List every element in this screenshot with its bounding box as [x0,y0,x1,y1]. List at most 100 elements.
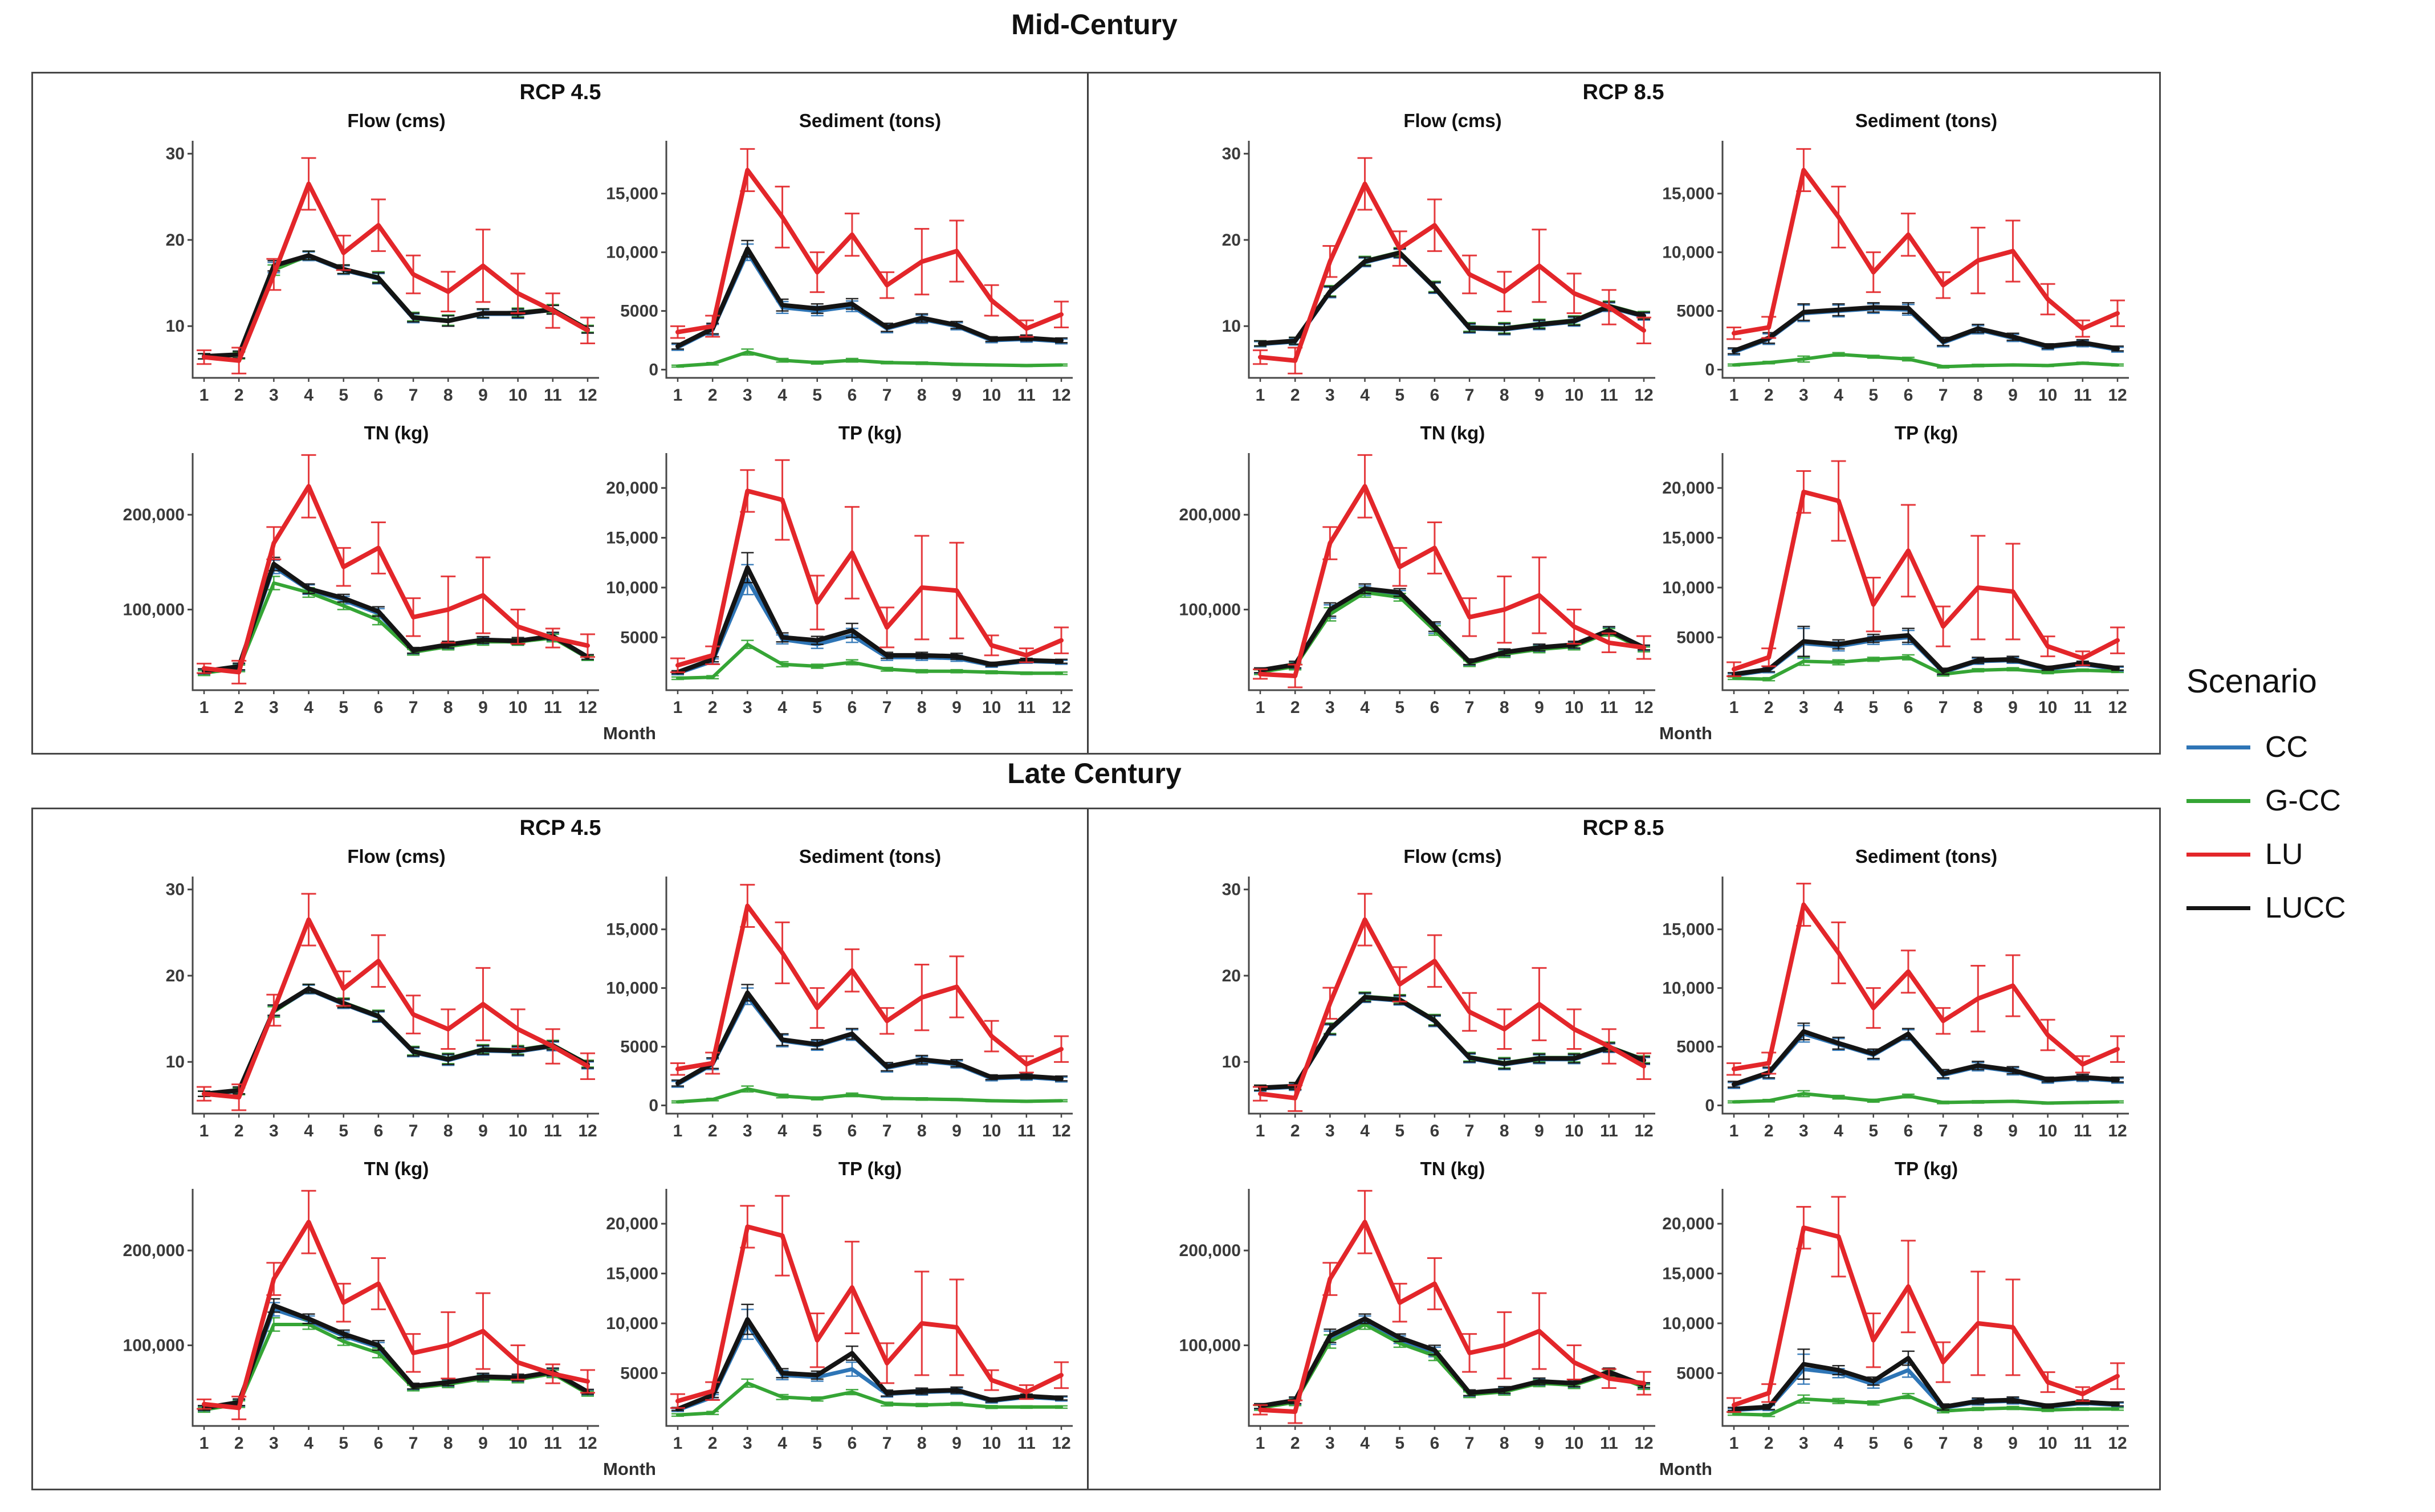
chart-title-flow: Flow (cms) [347,110,446,131]
rcp-title: RCP 4.5 [519,816,601,840]
series-lu [1727,148,2125,340]
y-tick-label: 10,000 [606,243,658,262]
axis-spines [1721,453,2129,691]
x-tick-label: 9 [478,698,488,717]
chart-title-sediment: Sediment (tons) [799,846,942,867]
x-tick-label: 1 [673,386,683,405]
x-tick-label: 4 [777,1434,787,1453]
y-tick-label: 5000 [620,1038,658,1057]
chart-sediment: 0 5000 10,000 15,000 1 2 3 4 5 6 7 8 9 10 11 12 [606,133,1080,413]
chart-flow: 10 20 30 1 2 3 4 5 6 7 8 9 10 11 12 [1195,869,1662,1149]
axis-spines [192,141,599,379]
cc-line-swatch [2186,745,2250,749]
x-tick-label: 7 [1465,386,1475,405]
chart-tn: 100,000 200,000 1 2 3 4 5 6 7 8 9 10 11 12 [123,1181,606,1461]
x-tick-label: 10 [1565,1122,1583,1140]
rcp-title: RCP 8.5 [1582,816,1664,840]
chart-title-tp: TP (kg) [838,1158,902,1179]
x-tick-label: 7 [409,386,418,405]
rcp-title: RCP 8.5 [1582,80,1664,104]
x-tick-label: 6 [848,698,857,717]
series-lucc [1728,1348,2124,1412]
chart-title-flow: Flow (cms) [1403,846,1502,867]
x-tick-label: 11 [2074,698,2092,717]
x-tick-label: 1 [1729,386,1739,405]
x-tick-label: 12 [1052,1434,1070,1453]
x-tick-label: 4 [1360,1122,1370,1140]
chart-sediment: 0 5000 10,000 15,000 1 2 3 4 5 6 7 8 9 10 11 12 [1662,133,2136,413]
x-tick-label: 5 [1868,698,1878,717]
y-tick-label: 15,000 [1662,1265,1715,1283]
y-tick-label: 0 [649,1097,658,1115]
series-lu [197,1189,595,1420]
x-tick-label: 11 [544,1122,562,1140]
x-tick-label: 9 [952,386,962,405]
x-tick-label: 7 [882,1122,892,1140]
x-tick-label: 11 [2074,1434,2092,1453]
x-tick-label: 3 [269,386,279,405]
y-tick-label: 200,000 [123,1241,185,1260]
x-tick-label: 9 [2008,698,2018,717]
y-tick-label: 10,000 [1662,578,1715,597]
y-tick-label: 10 [1222,317,1241,336]
series-g-cc [1728,1392,2124,1417]
x-tick-label: 12 [1052,386,1070,405]
late-century-box: RCP 4.5 Flow (cms) 10 20 30 1 2 3 4 5 6 7 8 9 10 11 12 Se… [31,808,2161,1490]
x-tick-label: 3 [743,698,752,717]
x-tick-label: 10 [1565,386,1583,405]
series-lucc [198,250,594,360]
x-tick-label: 3 [269,1434,279,1453]
chart-title-sediment: Sediment (tons) [799,110,942,131]
x-tick-label: 2 [1290,1434,1300,1453]
y-tick-label: 30 [166,145,185,164]
x-tick-label: 6 [1904,1434,1913,1453]
y-tick-label: 15,000 [606,1265,658,1283]
y-tick-label: 5000 [1676,628,1715,647]
g-cc-line-swatch [2186,798,2250,803]
y-tick-label: 10,000 [1662,243,1715,262]
x-tick-label: 3 [1325,698,1335,717]
y-tick-label: 200,000 [1179,506,1241,524]
chart-flow: 10 20 30 1 2 3 4 5 6 7 8 9 10 11 12 [1195,133,1662,413]
x-tick-label: 5 [339,1122,348,1140]
x-tick-label: 1 [1729,698,1739,717]
x-tick-label: 8 [1500,1434,1509,1453]
y-tick-label: 100,000 [123,1336,185,1355]
series-g-cc [671,639,1068,680]
series-lu [670,883,1069,1076]
series-lucc [671,239,1068,350]
x-tick-label: 9 [478,386,488,405]
x-tick-label: 10 [508,1434,527,1453]
chart-title-sediment: Sediment (tons) [1855,846,1998,867]
x-tick-label: 11 [544,386,562,405]
y-tick-label: 10,000 [606,979,658,998]
x-tick-label: 4 [1834,1434,1843,1453]
y-tick-label: 5000 [1676,1038,1715,1057]
y-tick-label: 20 [1222,967,1241,985]
x-tick-label: 5 [812,1122,822,1140]
x-tick-label: 4 [1834,698,1843,717]
chart-title-tp: TP (kg) [838,422,902,443]
x-tick-label: 6 [1430,386,1440,405]
x-tick-label: 8 [1973,698,1983,717]
x-tick-label: 8 [917,1434,927,1453]
series-lu [670,148,1069,339]
chart-title-flow: Flow (cms) [347,846,446,867]
x-tick-label: 7 [882,386,892,405]
series-lucc [198,983,594,1097]
x-tick-label: 2 [708,1122,718,1140]
chart-title-sediment: Sediment (tons) [1855,110,1998,131]
panel-mid-century-rcp-8-5: RCP 8.5 Flow (cms) 10 20 30 1 2 3 4 5 6 7 8 9 10 11 12 Se… [1089,74,2157,753]
x-tick-label: 11 [1017,1434,1036,1453]
x-tick-label: 7 [1939,1434,1948,1453]
x-tick-label: 12 [1052,1122,1070,1140]
mid-century-box: RCP 4.5 Flow (cms) 10 20 30 1 2 3 4 5 6 7 8 9 10 11 12 Se… [31,72,2161,755]
y-tick-label: 20,000 [606,1215,658,1233]
x-tick-label: 4 [304,1434,313,1453]
chart-tn: 100,000 200,000 1 2 3 4 5 6 7 8 9 10 11 12 [1179,445,1662,726]
x-tick-label: 2 [1290,386,1300,405]
